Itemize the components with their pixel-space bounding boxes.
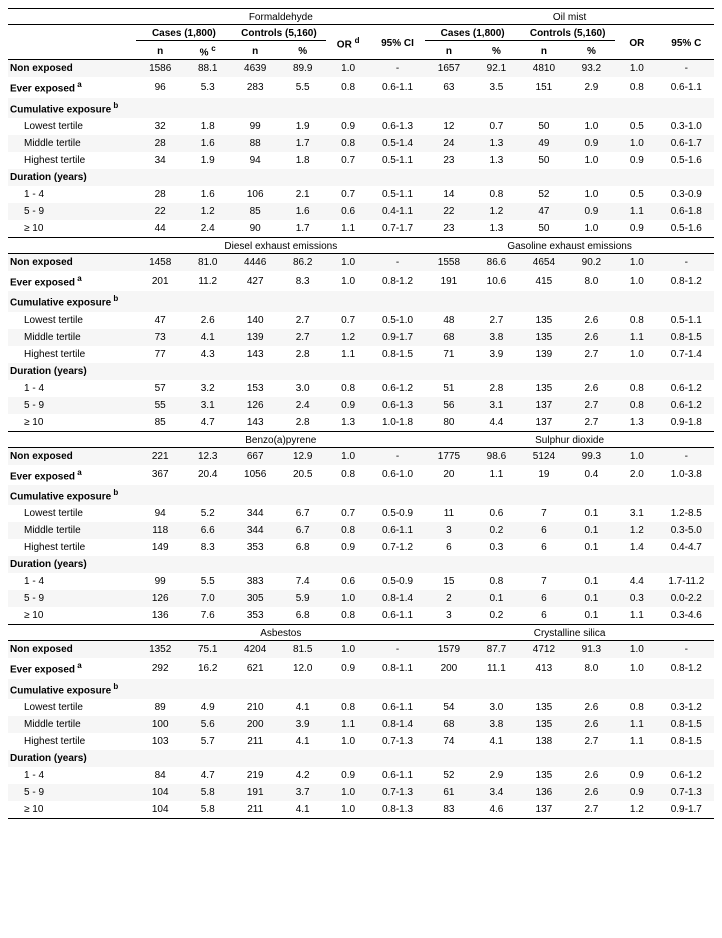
row-label: Lowest tertile — [8, 505, 136, 522]
col-or: OR — [615, 25, 658, 60]
row-label: Ever exposed a — [8, 465, 136, 485]
col-or: OR d — [326, 25, 369, 60]
col-ci: 95% CI — [370, 25, 425, 60]
row-label: Cumulative exposure b — [8, 98, 136, 118]
row-label: ≥ 10 — [8, 414, 136, 432]
row-label: 1 - 4 — [8, 767, 136, 784]
col-ci: 95% C — [659, 25, 714, 60]
row-label: 1 - 4 — [8, 380, 136, 397]
row-label: Duration (years) — [8, 556, 136, 573]
section-title-left: Diesel exhaust emissions — [136, 237, 425, 253]
row-label: Middle tertile — [8, 329, 136, 346]
row-label: Non exposed — [8, 60, 136, 78]
row-label: Middle tertile — [8, 522, 136, 539]
row-label: Non exposed — [8, 253, 136, 271]
row-label: ≥ 10 — [8, 220, 136, 238]
row-label: Highest tertile — [8, 733, 136, 750]
row-label: ≥ 10 — [8, 607, 136, 625]
col-controls: Controls (5,160) — [520, 25, 615, 41]
row-label: Middle tertile — [8, 716, 136, 733]
row-label: 1 - 4 — [8, 186, 136, 203]
row-label: Duration (years) — [8, 750, 136, 767]
row-label: Highest tertile — [8, 539, 136, 556]
col-controls: Controls (5,160) — [231, 25, 326, 41]
row-label: Ever exposed a — [8, 271, 136, 291]
row-label: Non exposed — [8, 641, 136, 659]
row-label: Duration (years) — [8, 363, 136, 380]
row-label: 5 - 9 — [8, 590, 136, 607]
row-label: Lowest tertile — [8, 312, 136, 329]
section-title-left: Formaldehyde — [136, 9, 425, 25]
row-label: ≥ 10 — [8, 801, 136, 819]
row-label: Duration (years) — [8, 169, 136, 186]
row-label: Highest tertile — [8, 346, 136, 363]
row-label: 5 - 9 — [8, 397, 136, 414]
exposure-table: FormaldehydeOil mistCases (1,800)Control… — [8, 8, 714, 819]
row-label: 1 - 4 — [8, 573, 136, 590]
col-cases: Cases (1,800) — [425, 25, 520, 41]
row-label: 5 - 9 — [8, 784, 136, 801]
col-cases: Cases (1,800) — [136, 25, 231, 41]
section-title-left: Benzo(a)pyrene — [136, 431, 425, 447]
row-label: Lowest tertile — [8, 118, 136, 135]
row-label: Ever exposed a — [8, 77, 136, 97]
row-label: Cumulative exposure b — [8, 291, 136, 311]
section-title-right: Gasoline exhaust emissions — [425, 237, 714, 253]
row-label: Cumulative exposure b — [8, 485, 136, 505]
row-label: Ever exposed a — [8, 658, 136, 678]
row-label: Middle tertile — [8, 135, 136, 152]
row-label: Cumulative exposure b — [8, 679, 136, 699]
row-label: Lowest tertile — [8, 699, 136, 716]
row-label: Highest tertile — [8, 152, 136, 169]
section-title-left: Asbestos — [136, 625, 425, 641]
row-label: Non exposed — [8, 447, 136, 465]
section-title-right: Oil mist — [425, 9, 714, 25]
section-title-right: Crystalline silica — [425, 625, 714, 641]
section-title-right: Sulphur dioxide — [425, 431, 714, 447]
row-label: 5 - 9 — [8, 203, 136, 220]
